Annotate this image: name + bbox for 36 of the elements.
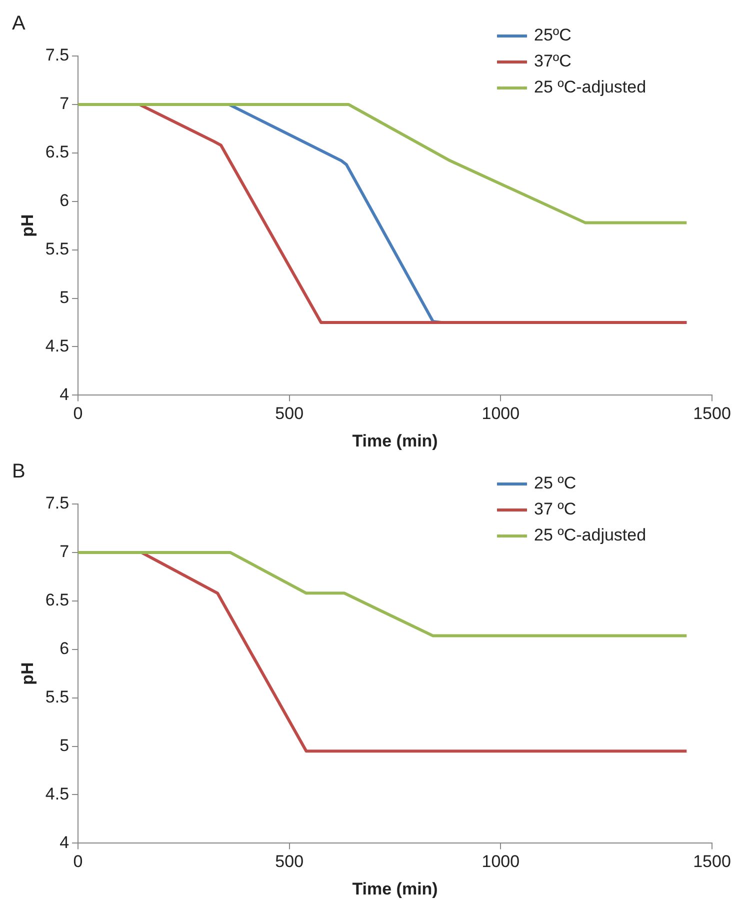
legend-label: 25 ºC-adjusted: [534, 526, 646, 545]
y-tick-label: 4.5: [45, 336, 70, 356]
y-tick-label: 7: [60, 94, 70, 114]
y-tick-label: 4: [60, 384, 70, 404]
legend-label: 25ºC: [534, 26, 572, 45]
x-tick-label: 1000: [482, 404, 520, 424]
x-tick-label: 1500: [693, 404, 731, 424]
legend-label: 37ºC: [534, 52, 572, 71]
x-tick-label: 500: [275, 404, 304, 424]
y-tick-label: 5.5: [45, 240, 70, 259]
x-axis-title: Time (min): [352, 431, 438, 450]
x-tick-label: 0: [73, 852, 83, 872]
y-tick-label: 7: [60, 542, 70, 562]
y-tick-label: 6: [60, 191, 70, 210]
legend-label: 25 ºC: [534, 474, 576, 493]
y-tick-label: 6: [60, 639, 70, 658]
y-tick-label: 7.5: [45, 494, 70, 513]
y-axis-title: pH: [18, 214, 37, 237]
x-tick-label: 0: [73, 404, 83, 424]
y-tick-label: 5.5: [45, 688, 70, 707]
x-tick-label: 500: [275, 852, 304, 872]
x-axis-title: Time (min): [352, 879, 438, 898]
y-tick-label: 5: [60, 736, 70, 755]
text: B: [12, 460, 26, 483]
x-tick-label: 1000: [482, 852, 520, 872]
y-tick-label: 4: [60, 832, 70, 852]
legend-label: 25 ºC-adjusted: [534, 78, 646, 97]
y-tick-label: 5: [60, 288, 70, 307]
y-tick-label: 6.5: [45, 142, 70, 162]
legend-label: 37 ºC: [534, 500, 576, 519]
y-tick-label: 6.5: [45, 590, 70, 610]
text: A: [12, 12, 26, 35]
y-axis-title: pH: [18, 662, 37, 685]
y-tick-label: 7.5: [45, 46, 70, 65]
y-tick-label: 4.5: [45, 784, 70, 804]
x-tick-label: 1500: [693, 852, 731, 872]
